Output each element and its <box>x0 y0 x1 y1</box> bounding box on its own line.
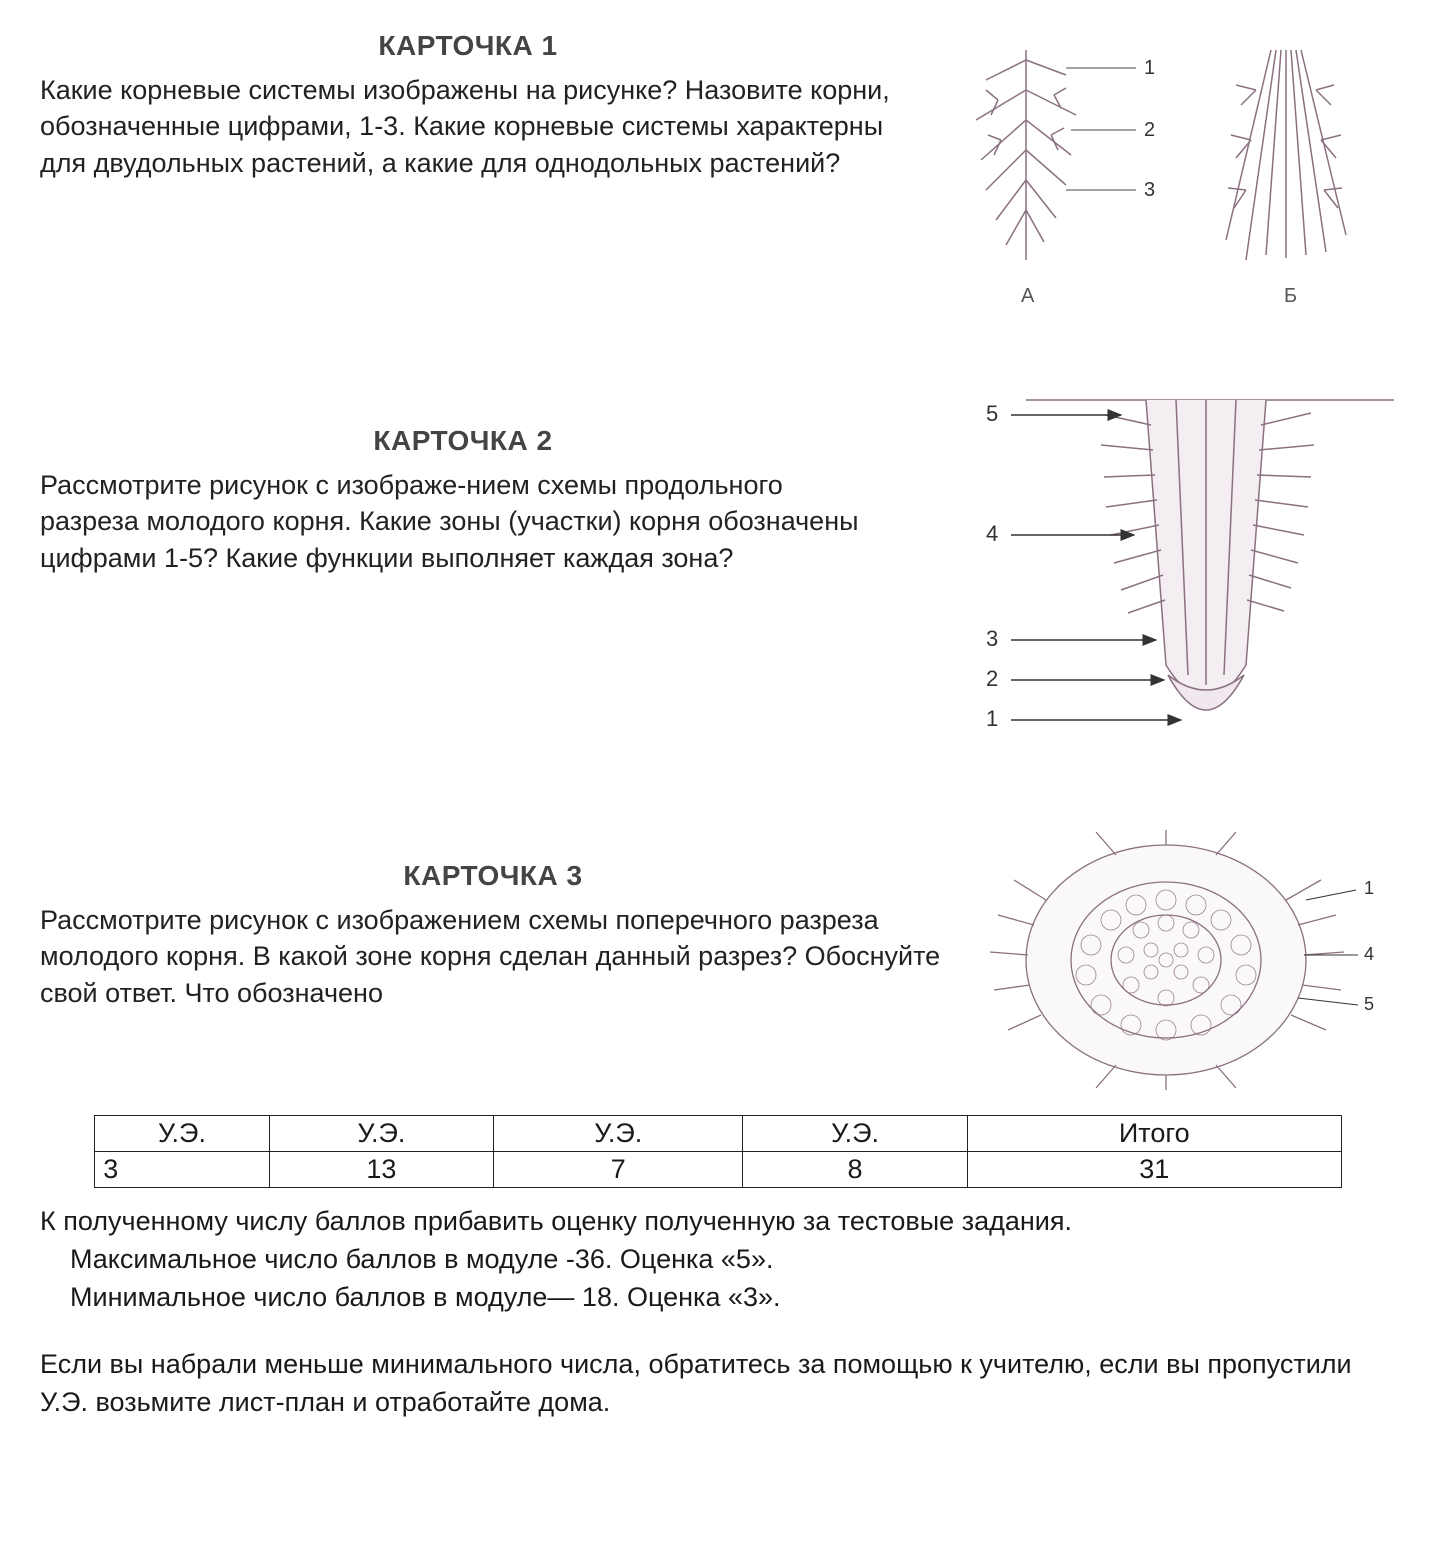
score-header-1: У.Э. <box>95 1116 270 1152</box>
score-cell-4: 8 <box>743 1152 967 1188</box>
table-row: 3 13 7 8 31 <box>95 1152 1342 1188</box>
score-cell-2: 13 <box>269 1152 493 1188</box>
root-zone-label-2: 2 <box>986 666 998 691</box>
score-cell-total: 31 <box>967 1152 1341 1188</box>
score-header-4: У.Э. <box>743 1116 967 1152</box>
table-row: У.Э. У.Э. У.Э. У.Э. Итого <box>95 1116 1342 1152</box>
card-1-body: Какие корневые системы изображены на рис… <box>40 72 896 181</box>
score-header-3: У.Э. <box>494 1116 743 1152</box>
root-a-label-2: 2 <box>1144 119 1155 141</box>
root-zone-label-3: 3 <box>986 626 998 651</box>
card-2-image: 5 4 3 2 1 <box>916 385 1396 760</box>
footer-line-3: Минимальное число баллов в модуле— 18. О… <box>70 1279 1396 1317</box>
root-b-bottom-label: Б <box>1284 285 1297 307</box>
footer-block-2: Если вы набрали меньше минимального числ… <box>40 1346 1396 1422</box>
cross-section-label-5: 5 <box>1364 994 1374 1014</box>
card-3: КАРТОЧКА 3 Рассмотрите рисунок с изображ… <box>40 830 1396 1095</box>
card-2-body: Рассмотрите рисунок с изображе-нием схем… <box>40 467 886 576</box>
root-a-label-3: 3 <box>1144 179 1155 201</box>
score-cell-3: 7 <box>494 1152 743 1188</box>
card-2-title: КАРТОЧКА 2 <box>40 425 886 457</box>
card-2: КАРТОЧКА 2 Рассмотрите рисунок с изображ… <box>40 385 1396 760</box>
card-1: КАРТОЧКА 1 Какие корневые системы изобра… <box>40 30 1396 315</box>
card-3-text: КАРТОЧКА 3 Рассмотрите рисунок с изображ… <box>40 830 946 1011</box>
card-3-body: Рассмотрите рисунок с изображением схемы… <box>40 902 946 1011</box>
footer-line-1: К полученному числу баллов прибавить оце… <box>40 1203 1396 1241</box>
score-header-total: Итого <box>967 1116 1341 1152</box>
root-a-label-1: 1 <box>1144 57 1155 79</box>
footer-block-1: К полученному числу баллов прибавить оце… <box>40 1203 1396 1316</box>
card-1-text: КАРТОЧКА 1 Какие корневые системы изобра… <box>40 30 896 181</box>
score-cell-1: 3 <box>95 1152 270 1188</box>
root-zone-label-5: 5 <box>986 401 998 426</box>
score-header-2: У.Э. <box>269 1116 493 1152</box>
cross-section-label-1: 1 <box>1364 878 1374 898</box>
footer-line-4: Если вы набрали меньше минимального числ… <box>40 1346 1396 1422</box>
footer-line-2: Максимальное число баллов в модуле -36. … <box>70 1241 1396 1279</box>
card-3-title: КАРТОЧКА 3 <box>40 860 946 892</box>
cross-section-label-4: 4 <box>1364 944 1374 964</box>
root-cross-section-icon: 1 4 5 <box>976 830 1396 1090</box>
root-longitudinal-section-icon: 5 4 3 2 1 <box>916 385 1396 755</box>
score-table: У.Э. У.Э. У.Э. У.Э. Итого 3 13 7 8 31 <box>94 1115 1342 1188</box>
root-a-bottom-label: А <box>1021 285 1035 307</box>
root-zone-label-4: 4 <box>986 521 998 546</box>
root-zone-label-1: 1 <box>986 706 998 731</box>
card-1-image: 1 2 3 А Б <box>926 30 1396 315</box>
card-2-text: КАРТОЧКА 2 Рассмотрите рисунок с изображ… <box>40 385 886 576</box>
card-1-title: КАРТОЧКА 1 <box>40 30 896 62</box>
card-3-image: 1 4 5 <box>976 830 1396 1095</box>
root-systems-diagram-icon: 1 2 3 А Б <box>926 30 1396 310</box>
